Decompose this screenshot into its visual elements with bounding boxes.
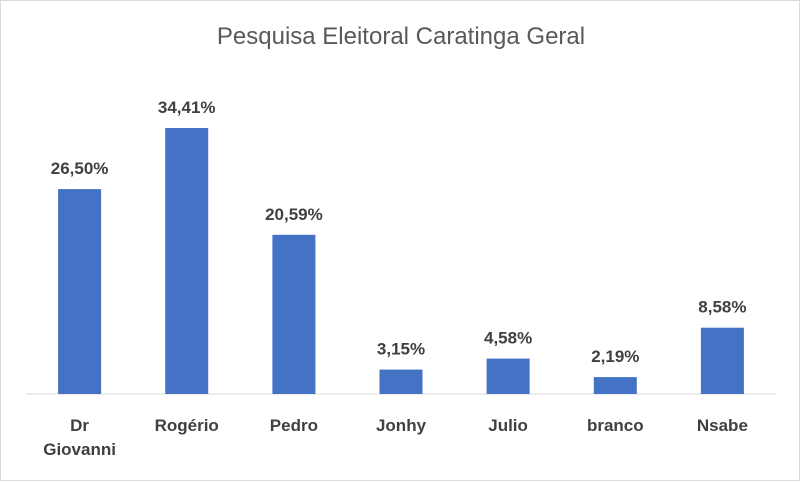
data-label: 4,58% — [484, 329, 532, 348]
data-label: 26,50% — [51, 159, 109, 178]
data-label: 3,15% — [377, 340, 425, 359]
bar — [165, 128, 209, 394]
bar — [272, 234, 316, 394]
category-label: Rogério — [155, 416, 219, 435]
category-label: Pedro — [270, 416, 318, 435]
bar — [700, 327, 744, 394]
bar — [486, 358, 530, 394]
data-label: 8,58% — [698, 298, 746, 317]
category-label: Dr Giovanni — [43, 416, 116, 459]
data-label: 20,59% — [265, 205, 323, 224]
data-label: 34,41% — [158, 98, 216, 117]
bar — [593, 377, 637, 394]
category-label: Jonhy — [376, 416, 427, 435]
category-label: branco — [587, 416, 644, 435]
data-label: 2,19% — [591, 347, 639, 366]
chart-title: Pesquisa Eleitoral Caratinga Geral — [216, 23, 586, 50]
bar — [379, 369, 423, 394]
category-label: Nsabe — [697, 416, 748, 435]
category-label: Julio — [488, 416, 528, 435]
bar — [58, 189, 102, 394]
